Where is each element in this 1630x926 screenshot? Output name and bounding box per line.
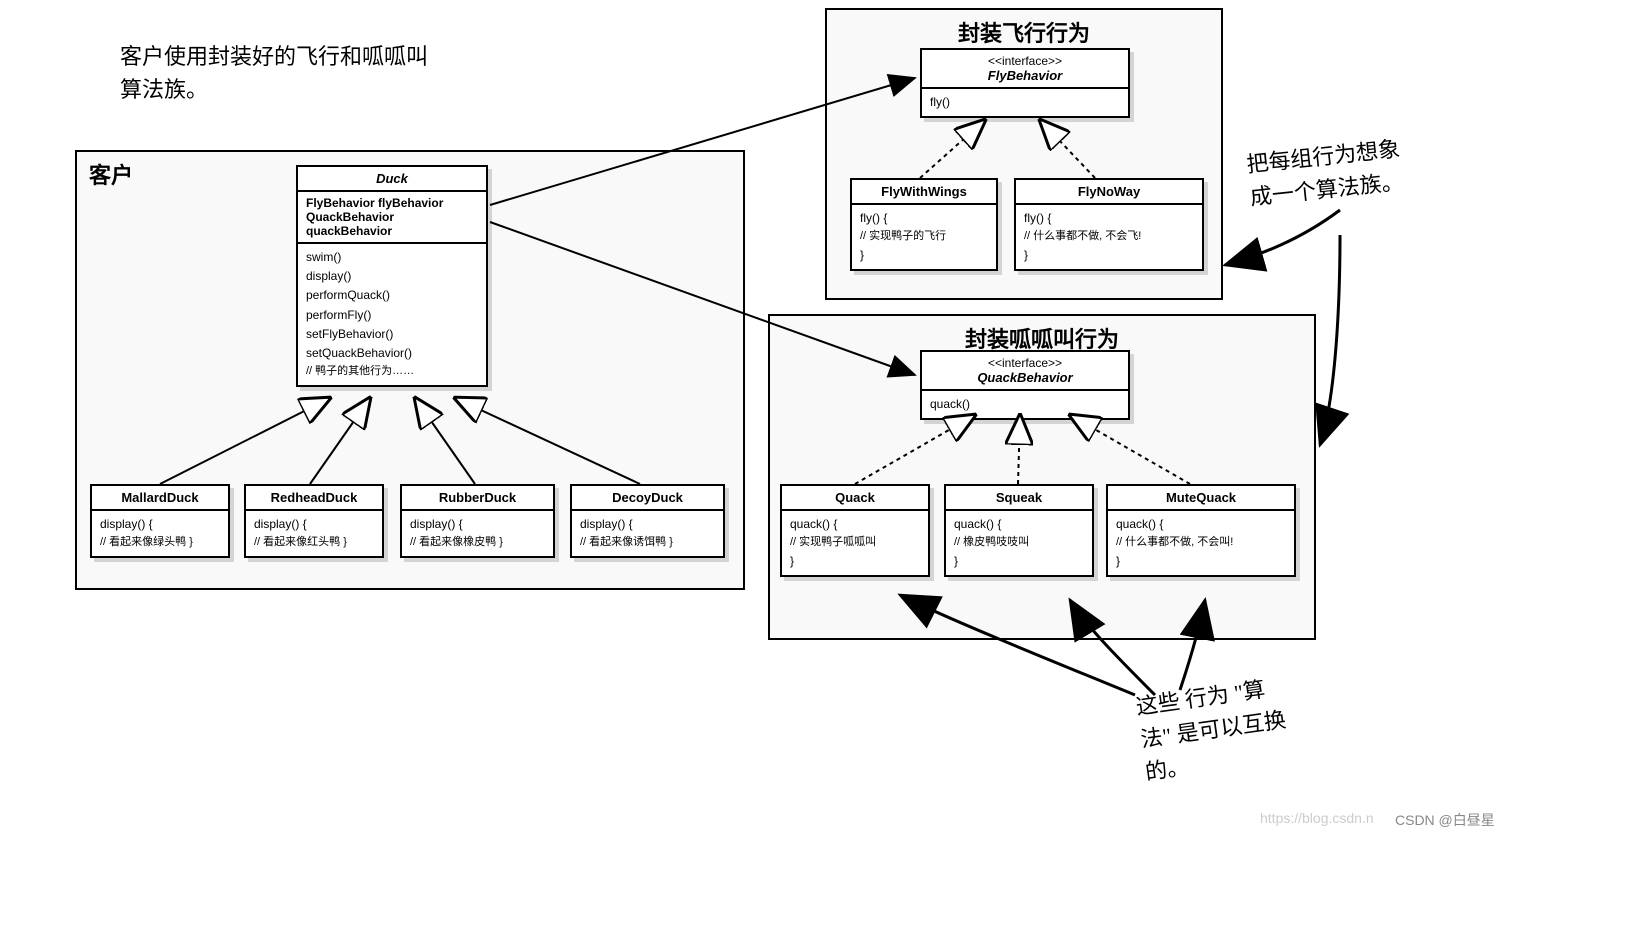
note-bottom: 这些 行为 "算 法" 是可以互换 的。: [1134, 670, 1293, 788]
class-decoy: DecoyDuck display() { // 看起来像诱饵鸭 }: [570, 484, 725, 558]
note-right: 把每组行为想象 成一个算法族。: [1245, 132, 1405, 214]
watermark-url: https://blog.csdn.n: [1260, 810, 1374, 826]
class-flynoway: FlyNoWay fly() { // 什么事都不做, 不会飞! }: [1014, 178, 1204, 271]
diagram-canvas: 客户使用封装好的飞行和呱呱叫 算法族。 把每组行为想象 成一个算法族。 这些 行…: [0, 0, 1630, 926]
class-flybehavior: <<interface>> FlyBehavior fly(): [920, 48, 1130, 118]
class-mallard: MallardDuck display() { // 看起来像绿头鸭 }: [90, 484, 230, 558]
class-rubber: RubberDuck display() { // 看起来像橡皮鸭 }: [400, 484, 555, 558]
class-quackbehavior: <<interface>> QuackBehavior quack(): [920, 350, 1130, 420]
class-flywithwings: FlyWithWings fly() { // 实现鸭子的飞行 }: [850, 178, 998, 271]
class-duck: Duck FlyBehavior flyBehavior QuackBehavi…: [296, 165, 488, 387]
class-mutequack: MuteQuack quack() { // 什么事都不做, 不会叫! }: [1106, 484, 1296, 577]
class-quack: Quack quack() { // 实现鸭子呱呱叫 }: [780, 484, 930, 577]
class-duck-attrs: FlyBehavior flyBehavior QuackBehavior qu…: [298, 192, 486, 244]
class-redhead: RedheadDuck display() { // 看起来像红头鸭 }: [244, 484, 384, 558]
watermark-author: CSDN @白昼星: [1395, 810, 1495, 830]
class-squeak: Squeak quack() { // 橡皮鸭吱吱叫 }: [944, 484, 1094, 577]
note-top-left: 客户使用封装好的飞行和呱呱叫 算法族。: [120, 40, 428, 106]
class-duck-ops: swim() display() performQuack() performF…: [298, 244, 486, 385]
